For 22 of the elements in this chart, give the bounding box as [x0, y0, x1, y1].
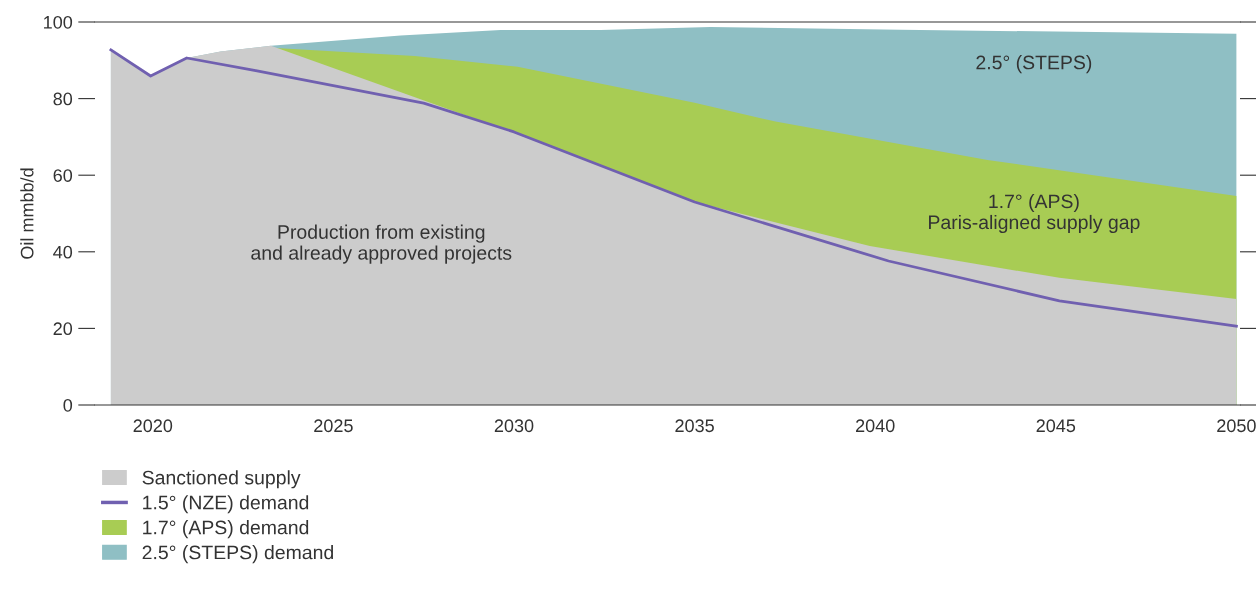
legend-label: 1.7° (APS) demand	[143, 520, 309, 539]
legend-label: 1.5° (NZE) demand	[143, 495, 309, 514]
annotation: Production from existing and already approved projects	[251, 224, 512, 264]
x-tick-label: 2025	[314, 419, 353, 433]
x-tick-label: 2030	[494, 419, 534, 433]
x-tick-label: 2035	[675, 419, 714, 433]
x-tick-label: 2045	[1036, 419, 1076, 433]
x-tick-label: 2050	[1217, 419, 1256, 433]
y-tick-label: 60	[53, 169, 73, 182]
y-tick-label: 0	[63, 398, 73, 412]
legend-label: 2.5° (STEPS) demand	[142, 545, 333, 564]
annotation: 2.5° (STEPS)	[976, 55, 1092, 74]
y-tick-label: 20	[53, 322, 73, 336]
x-tick-label: 2020	[133, 419, 173, 433]
y-axis-title: Oil mmbb/d	[20, 168, 34, 259]
x-tick-label: 2040	[856, 419, 895, 433]
legend-label: Sanctioned supply	[142, 470, 301, 489]
y-tick-label: 100	[44, 15, 73, 29]
annotation: 1.7° (APS) Paris-aligned supply gap	[929, 193, 1140, 234]
y-tick-label: 80	[53, 92, 73, 106]
y-tick-label: 40	[53, 245, 73, 259]
line-series	[109, 48, 1238, 328]
